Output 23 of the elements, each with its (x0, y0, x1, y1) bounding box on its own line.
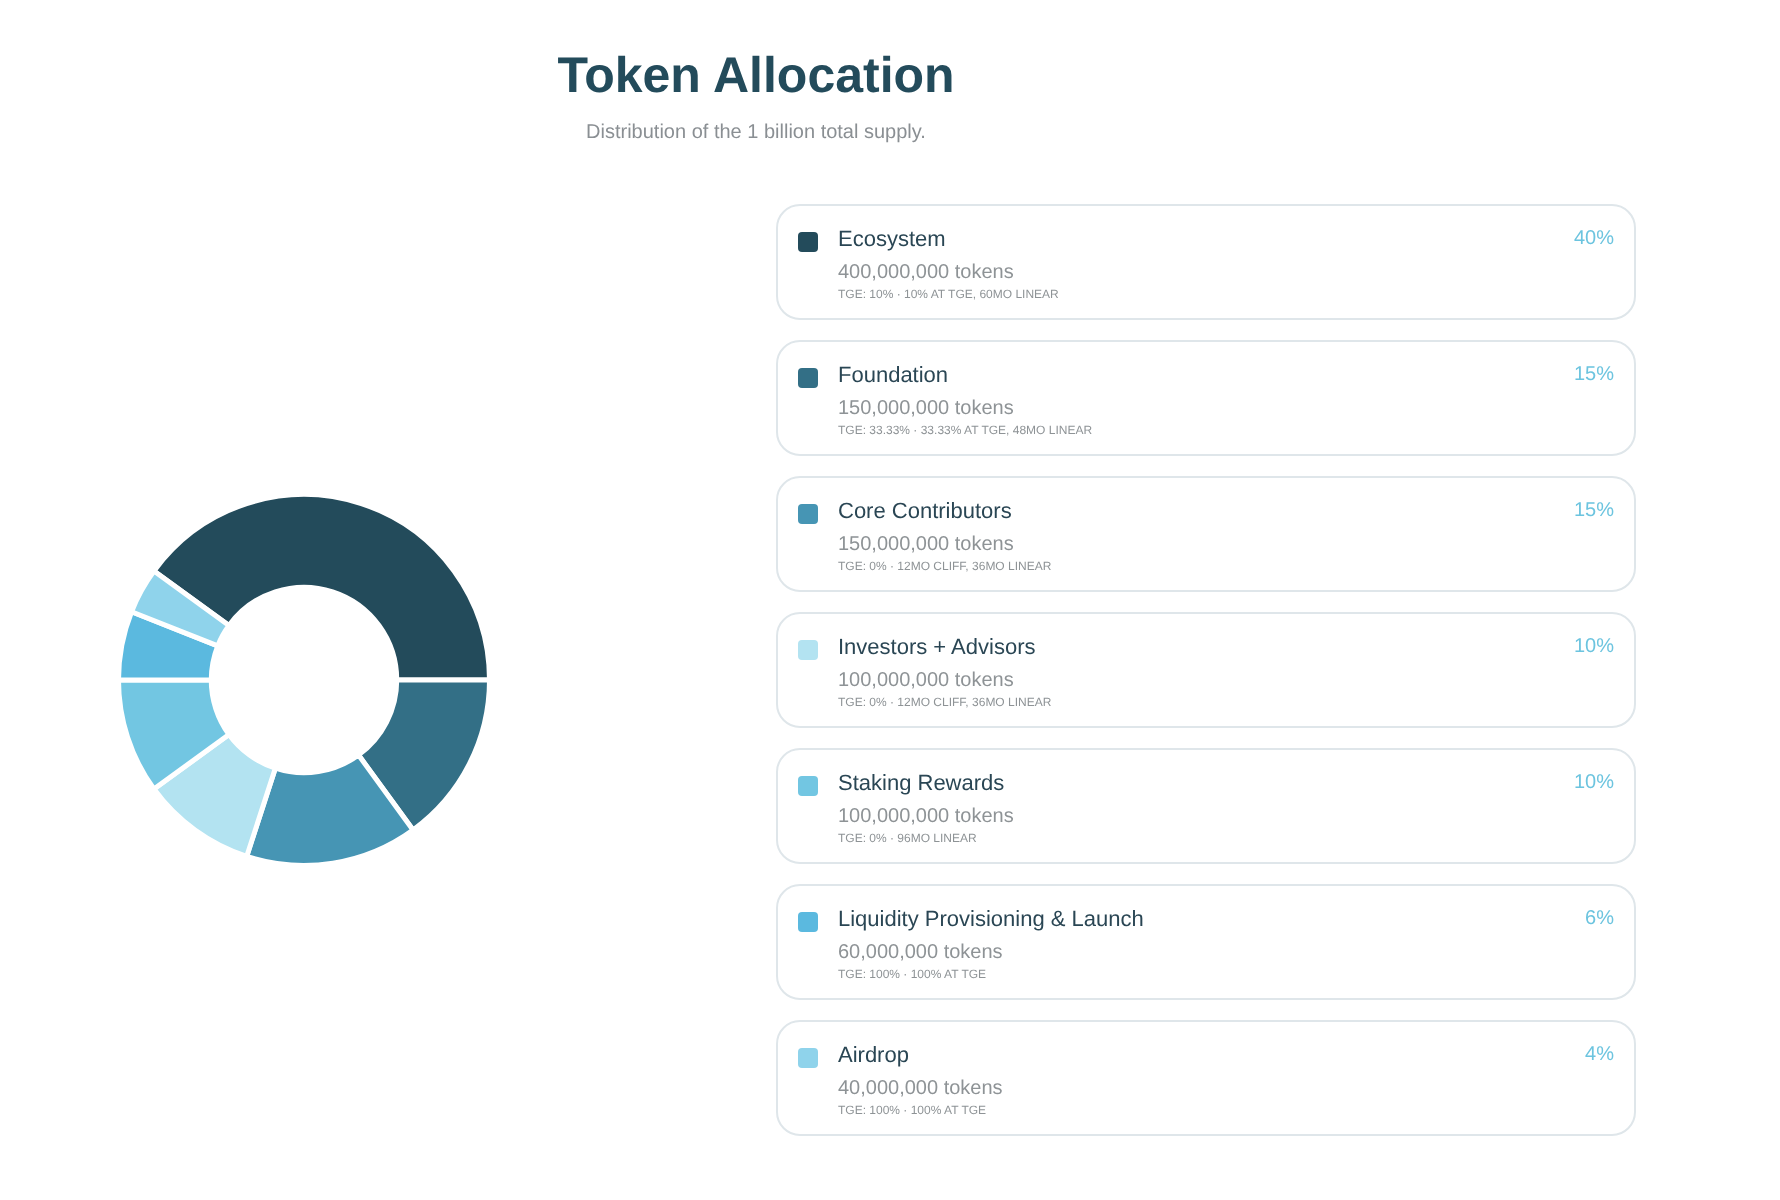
data-label: 40% (1573, 228, 1614, 250)
data-label: 6% (1585, 908, 1614, 930)
data-label: 15% (1573, 500, 1614, 522)
legend-label: Staking Rewards (838, 772, 1005, 796)
legend-label: Foundation (838, 364, 949, 388)
data-label: 10% (1573, 772, 1614, 794)
data-label: 10% (1573, 636, 1614, 658)
data-label: 4% (1585, 1044, 1614, 1066)
legend-label: Airdrop (838, 1044, 909, 1068)
text: 100,000,000 tokens (838, 806, 1014, 828)
legend-label: Liquidity Provisioning & Launch (838, 908, 1144, 932)
text: 150,000,000 tokens (838, 534, 1014, 556)
text: 150,000,000 tokens (838, 398, 1014, 420)
chart-title: Token Allocation (555, 48, 957, 106)
text: 100,000,000 tokens (838, 670, 1014, 692)
legend-label: Core Contributors (838, 500, 1012, 524)
text: 40,000,000 tokens (838, 1078, 1003, 1100)
data-label: 15% (1573, 364, 1614, 386)
text: 400,000,000 tokens (838, 262, 1014, 284)
chart-subtitle: Distribution of the 1 billion total supply. (584, 122, 928, 144)
legend-label: Investors + Advisors (838, 636, 1036, 660)
legend-label: Ecosystem (838, 228, 946, 252)
text: 60,000,000 tokens (838, 942, 1003, 964)
